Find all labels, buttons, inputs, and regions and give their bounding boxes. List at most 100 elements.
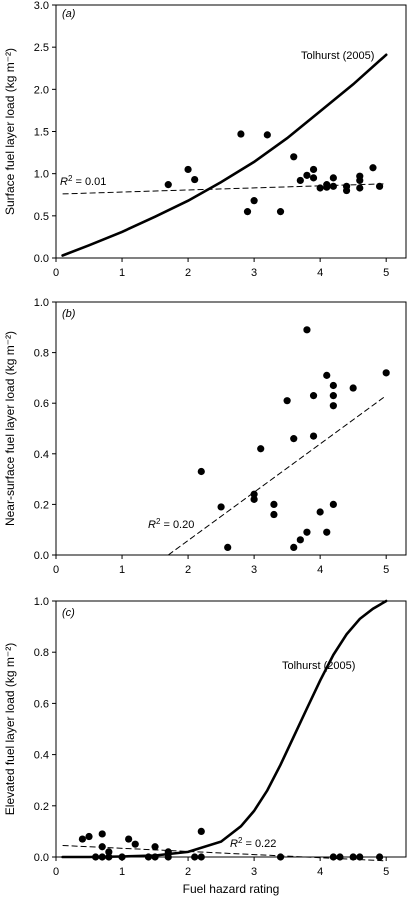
y-tick-label: 0.6 xyxy=(34,698,49,710)
data-point xyxy=(323,528,331,536)
plot-frame xyxy=(55,600,407,858)
x-tick-label: 3 xyxy=(251,866,257,878)
data-point xyxy=(356,176,364,185)
data-point xyxy=(164,848,172,856)
x-tick-label: 3 xyxy=(251,267,257,279)
data-point xyxy=(382,369,390,377)
y-axis-label: Near-surface fuel layer load (kg m⁻²) xyxy=(3,331,17,526)
panel-c: 0 1 2 3 4 5 0.0 0.2 0.4 0.6 0.8 1.0 Elevated fuel la… xyxy=(3,596,407,896)
y-tick-label: 3.0 xyxy=(34,0,49,12)
data-point xyxy=(309,165,318,174)
x-tick-label: 5 xyxy=(383,267,389,279)
data-point xyxy=(356,853,364,861)
data-point xyxy=(98,830,106,838)
data-point xyxy=(290,153,298,161)
data-point xyxy=(237,130,245,138)
data-point xyxy=(309,174,318,182)
data-point xyxy=(85,832,93,841)
data-point xyxy=(303,171,311,179)
y-tick-label: 1.5 xyxy=(34,127,49,139)
reference-curve xyxy=(61,53,388,257)
data-point xyxy=(316,508,324,516)
data-point xyxy=(303,528,311,536)
x-tick-label: 0 xyxy=(53,866,59,878)
data-point xyxy=(349,384,357,392)
y-tick-label: 0.6 xyxy=(34,398,49,410)
x-tick-label: 0 xyxy=(53,267,59,279)
data-point xyxy=(224,543,232,552)
x-tick-label: 5 xyxy=(383,866,389,878)
data-point xyxy=(105,853,113,861)
data-point xyxy=(375,182,384,190)
data-point xyxy=(329,853,337,861)
data-point xyxy=(257,445,265,453)
data-point xyxy=(369,164,377,172)
data-point xyxy=(290,435,298,443)
regression-line xyxy=(62,183,387,195)
data-point xyxy=(329,402,337,410)
data-point xyxy=(78,835,87,843)
x-tick-label: 0 xyxy=(53,564,59,576)
x-tick-label: 5 xyxy=(383,564,389,576)
x-tick-label: 1 xyxy=(119,564,125,576)
y-tick-label: 0.2 xyxy=(34,801,49,813)
y-tick-label: 0.0 xyxy=(34,852,49,864)
data-point xyxy=(98,843,106,851)
data-point xyxy=(191,175,199,184)
x-tick-label: 2 xyxy=(185,866,191,878)
data-point xyxy=(316,184,324,192)
data-point xyxy=(131,840,139,848)
data-point xyxy=(151,843,159,851)
data-point xyxy=(296,176,304,185)
y-axis-label: Elevated fuel layer load (kg m⁻²) xyxy=(3,643,17,815)
y-tick-label: 2.0 xyxy=(34,84,49,96)
panel-label: (b) xyxy=(62,308,76,320)
x-tick-label: 1 xyxy=(119,267,125,279)
data-point xyxy=(356,184,364,192)
data-point xyxy=(184,165,192,174)
plot-frame xyxy=(55,4,407,259)
data-point xyxy=(270,500,278,508)
y-tick-label: 0.0 xyxy=(34,253,49,265)
data-point xyxy=(217,503,225,511)
y-tick-label: 0.8 xyxy=(34,647,49,659)
data-point xyxy=(329,500,337,508)
data-point xyxy=(105,848,113,856)
data-point xyxy=(250,495,258,503)
reference-curve-label: Tolhurst (2005) xyxy=(282,660,355,672)
data-point xyxy=(92,853,100,861)
y-tick-label: 0.2 xyxy=(34,499,49,511)
data-point xyxy=(197,467,205,476)
x-axis-label: Fuel hazard rating xyxy=(183,882,280,896)
data-point xyxy=(349,853,357,861)
data-point xyxy=(250,197,258,205)
data-point xyxy=(329,174,337,182)
reference-curve xyxy=(61,599,388,859)
r-squared-label: R2 = 0.22 xyxy=(230,836,276,850)
data-point xyxy=(323,183,331,191)
y-tick-label: 1.0 xyxy=(34,169,49,181)
r-squared-label: R2 = 0.20 xyxy=(148,517,194,531)
y-tick-label: 2.5 xyxy=(34,42,49,54)
panel-label: (c) xyxy=(62,607,75,619)
panel-label: (a) xyxy=(62,8,76,20)
data-point xyxy=(98,853,106,861)
x-tick-label: 4 xyxy=(317,267,323,279)
panel-a: 0 1 2 3 4 5 0.0 0.5 1.0 1.5 2.0 2.5 3.0 Surface fuel … xyxy=(3,0,407,279)
data-point xyxy=(250,490,258,498)
data-point xyxy=(375,853,384,861)
data-point xyxy=(118,853,126,861)
x-tick-label: 2 xyxy=(185,564,191,576)
x-tick-label: 3 xyxy=(251,564,257,576)
data-point xyxy=(125,835,133,843)
panel-b: 0 1 2 3 4 5 0.0 0.2 0.4 0.6 0.8 1.0 Near-surface fue… xyxy=(3,297,407,576)
data-point xyxy=(283,397,291,405)
data-point xyxy=(276,853,285,861)
reference-curve-label: Tolhurst (2005) xyxy=(301,50,374,62)
data-point xyxy=(329,182,337,190)
data-point xyxy=(164,181,172,189)
data-point xyxy=(303,326,311,334)
regression-line xyxy=(167,395,387,556)
data-point xyxy=(342,186,351,195)
